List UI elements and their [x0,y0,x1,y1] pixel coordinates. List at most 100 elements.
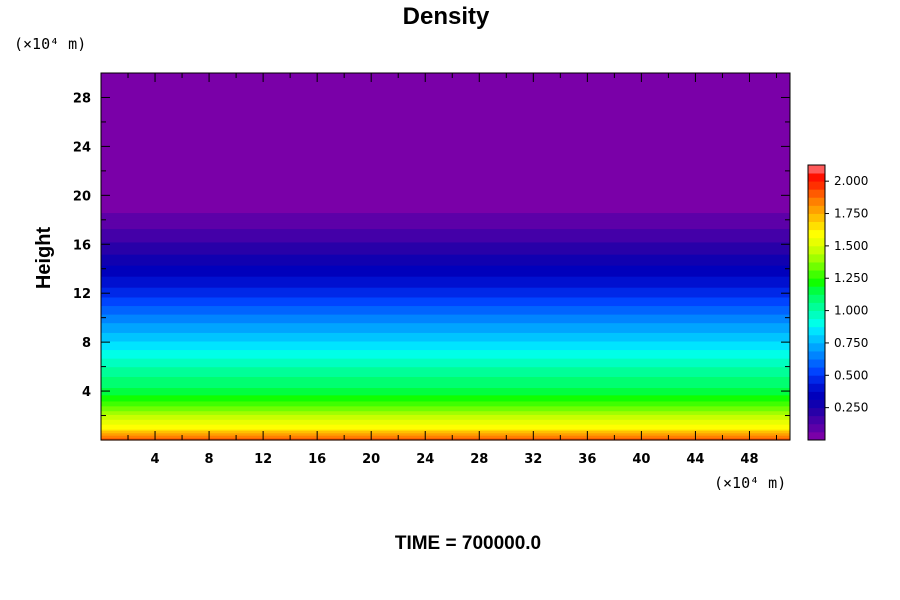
density-band [101,425,790,428]
density-band [101,235,790,238]
density-band [101,118,790,121]
density-band [101,405,790,408]
density-band [101,86,790,89]
density-band [101,214,790,217]
density-band [101,404,790,407]
density-band [101,90,790,92]
density-band [101,338,790,341]
density-band [101,157,790,160]
colorbar-segment [808,334,825,344]
density-band [101,115,790,118]
density-band [101,419,790,422]
x-tick-label: 8 [205,452,214,467]
colorbar-segment [808,245,825,255]
density-band [101,336,790,338]
density-band [101,422,790,425]
density-band [101,300,790,303]
density-band [101,142,790,145]
density-band [101,391,790,393]
density-band [101,279,790,282]
density-band [101,376,790,379]
density-band [101,414,790,417]
density-band [101,257,790,260]
density-band [101,163,790,166]
density-band [101,382,790,385]
density-band [101,169,790,172]
density-band [101,265,790,267]
colorbar-segment [808,359,825,368]
density-band [101,420,790,423]
density-band [101,254,790,256]
density-band [101,99,790,102]
density-band [101,137,790,140]
y-axis: 4 8 12 16 20 24 28 [73,91,790,417]
colorbar-segment [808,302,825,311]
density-band [101,432,790,435]
density-band [101,97,790,100]
colorbar-segment [808,286,825,295]
density-band [101,289,790,292]
density-field [101,73,790,441]
density-band [101,245,790,248]
density-band [101,293,790,296]
density-band [101,88,790,91]
colorbar-segment [808,173,825,182]
density-band [101,399,790,402]
density-band [101,174,790,177]
density-band [101,320,790,322]
colorbar-tick-label: 1.000 [834,304,868,318]
density-band [101,291,790,294]
density-band [101,187,790,190]
density-band [101,322,790,325]
colorbar-segment [808,181,825,190]
density-band [101,371,790,374]
x-tick-label: 28 [470,452,488,467]
density-band [101,433,790,436]
colorbar-frame [807,164,826,441]
density-band [101,395,790,398]
density-band [101,410,790,413]
density-band [101,140,790,143]
density-band [101,153,790,156]
density-band [101,302,790,305]
density-band [101,343,790,346]
density-band [101,329,790,332]
density-band [101,360,790,363]
density-band [101,228,790,231]
density-band [101,199,790,201]
density-band [101,247,790,250]
density-band [101,95,790,97]
y-tick-label: 24 [73,140,91,155]
density-band [101,120,790,123]
density-band [101,417,790,420]
colorbar-segment [808,407,825,417]
density-band [101,181,790,184]
x-tick-label: 44 [686,452,704,467]
density-band [101,229,790,232]
density-band [101,143,790,146]
density-band [101,402,790,404]
colorbar-segment [808,229,825,239]
density-band [101,406,790,409]
density-band [101,121,790,124]
density-band [101,224,790,227]
density-band [101,205,790,207]
density-band [101,294,790,297]
density-band [101,287,790,289]
density-band [101,109,790,112]
density-band [101,201,790,204]
density-band [101,307,790,310]
density-band [101,98,790,101]
x-axis: 4 8 12 16 20 24 28 32 36 40 44 48 [127,73,777,467]
density-band [101,92,790,95]
density-band [101,350,790,353]
colorbar-tick-label: 0.250 [834,401,868,415]
density-band [101,168,790,171]
density-band [101,369,790,371]
density-band [101,332,790,335]
density-band [101,219,790,222]
density-band [101,217,790,220]
density-band [101,74,790,77]
density-band [101,232,790,234]
y-tick-label: 16 [73,238,91,253]
